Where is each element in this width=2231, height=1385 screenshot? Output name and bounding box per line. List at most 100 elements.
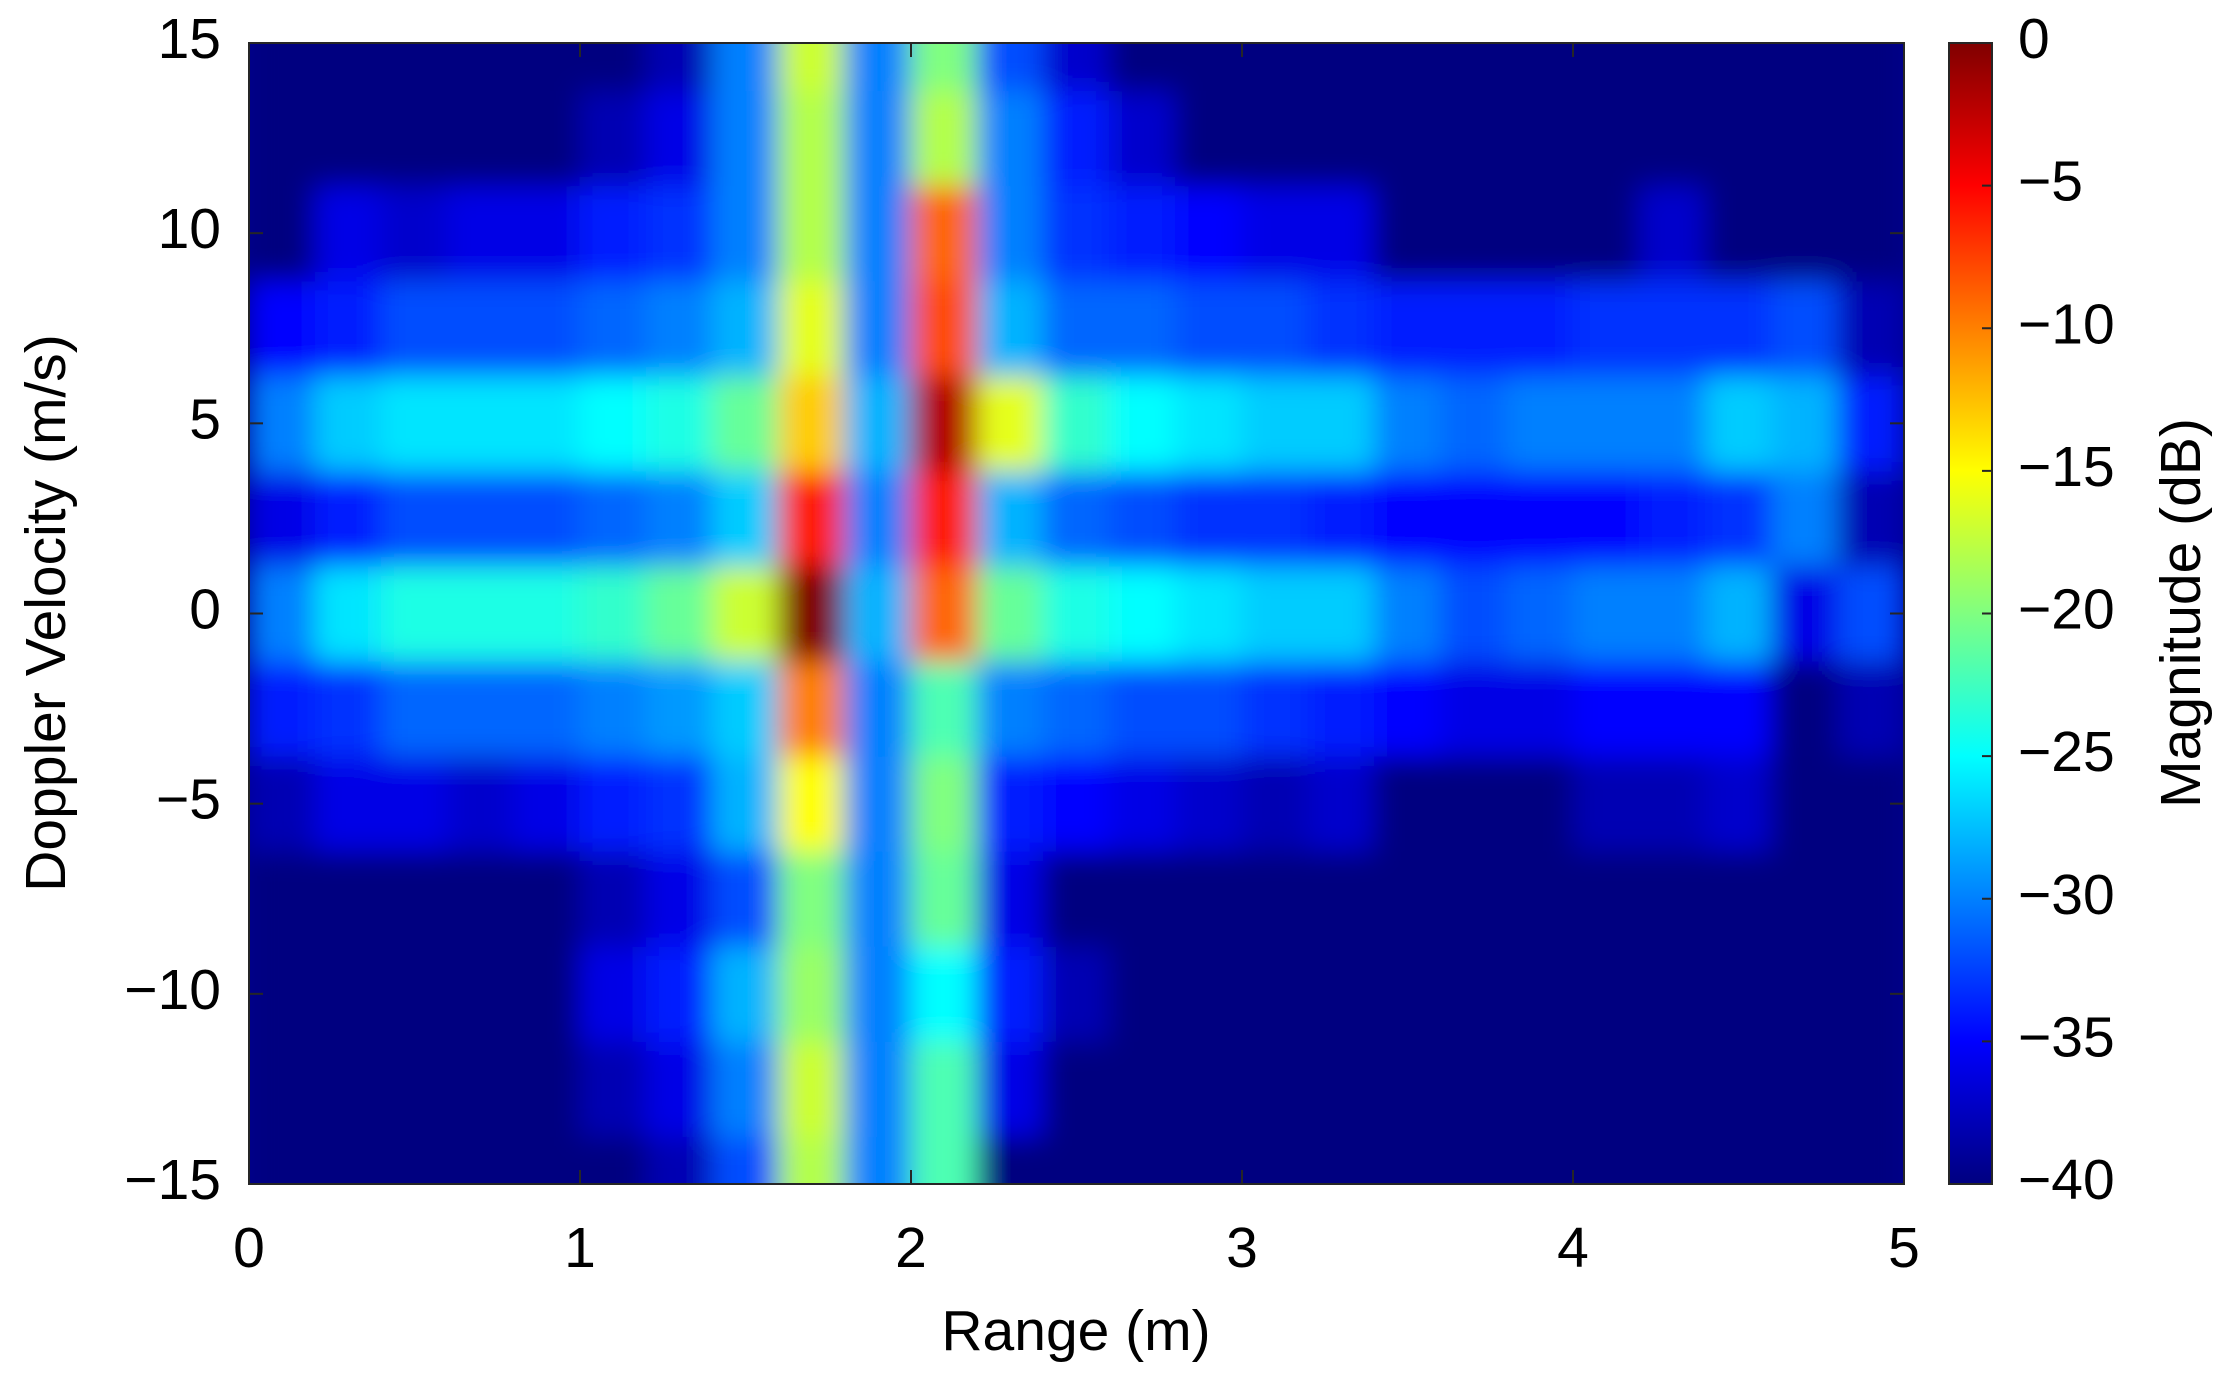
heatmap-cell — [1042, 90, 1111, 187]
heatmap-cell — [1704, 280, 1773, 377]
heatmap-cell — [844, 43, 912, 92]
heatmap-cell — [314, 1040, 382, 1137]
heatmap-cell — [645, 945, 713, 1042]
heatmap-cell — [910, 470, 978, 567]
colorbar-tick-label: −35 — [2018, 1005, 2115, 1069]
heatmap-cell — [1042, 565, 1111, 662]
heatmap-cell — [1241, 375, 1309, 472]
heatmap-cell — [1771, 43, 1839, 92]
x-tick-label: 4 — [1557, 1216, 1589, 1280]
heatmap-cell — [1704, 185, 1773, 282]
heatmap-cell — [1506, 375, 1574, 472]
heatmap-cell — [711, 565, 780, 662]
heatmap-cell — [1771, 185, 1839, 282]
colorbar-tick-label: 0 — [2018, 7, 2050, 71]
heatmap-cell — [1638, 660, 1706, 757]
heatmap-cell — [447, 850, 515, 947]
heatmap-cell — [1109, 1040, 1177, 1137]
heatmap-cell — [1771, 850, 1839, 947]
heatmap-cell — [380, 1135, 449, 1184]
heatmap-cell — [1638, 1040, 1706, 1137]
heatmap — [249, 43, 1904, 1184]
heatmap-cell — [1704, 945, 1773, 1042]
heatmap-cell — [447, 755, 515, 852]
heatmap-cell — [513, 185, 581, 282]
heatmap-cell — [778, 850, 846, 947]
heatmap-cell — [645, 660, 713, 757]
heatmap-cell — [447, 185, 515, 282]
heatmap-cell — [1373, 185, 1442, 282]
heatmap-cell — [1307, 280, 1375, 377]
heatmap-cell — [645, 850, 713, 947]
heatmap-cell — [1506, 660, 1574, 757]
heatmap-cell — [1241, 660, 1309, 757]
heatmap-cell — [380, 470, 449, 567]
heatmap-cell — [910, 280, 978, 377]
heatmap-cell — [1638, 185, 1706, 282]
heatmap-cell — [380, 565, 449, 662]
heatmap-cell — [1440, 90, 1508, 187]
heatmap-cell — [1572, 850, 1640, 947]
heatmap-cell — [1638, 1135, 1706, 1184]
colorbar-tick-label: −30 — [2018, 863, 2115, 927]
heatmap-cell — [513, 850, 581, 947]
heatmap-cell — [249, 470, 316, 567]
heatmap-cell — [1506, 90, 1574, 187]
heatmap-cell — [1440, 660, 1508, 757]
heatmap-cell — [910, 185, 978, 282]
heatmap-cell — [1042, 1135, 1111, 1184]
heatmap-cell — [1109, 90, 1177, 187]
heatmap-cell — [447, 1135, 515, 1184]
heatmap-cell — [1506, 185, 1574, 282]
heatmap-cell — [314, 280, 382, 377]
heatmap-cell — [1307, 90, 1375, 187]
heatmap-cell — [1175, 185, 1243, 282]
heatmap-cell — [778, 1040, 846, 1137]
heatmap-cell — [910, 850, 978, 947]
heatmap-cell — [1771, 565, 1839, 662]
heatmap-cell — [976, 90, 1044, 187]
heatmap-cell — [1771, 470, 1839, 567]
heatmap-cell — [778, 280, 846, 377]
heatmap-cell — [645, 565, 713, 662]
heatmap-cell — [1373, 945, 1442, 1042]
heatmap-cell — [1506, 43, 1574, 92]
heatmap-cell — [910, 1040, 978, 1137]
heatmap-cell — [1307, 755, 1375, 852]
heatmap-cell — [645, 755, 713, 852]
colorbar-tick-label: −5 — [2018, 150, 2083, 214]
heatmap-cell — [1440, 375, 1508, 472]
heatmap-cell — [976, 280, 1044, 377]
heatmap-cell — [976, 945, 1044, 1042]
heatmap-cell — [314, 755, 382, 852]
heatmap-cell — [447, 375, 515, 472]
heatmap-cell — [513, 755, 581, 852]
heatmap-cell — [1506, 945, 1574, 1042]
colorbar-tick-label: −25 — [2018, 720, 2115, 784]
heatmap-cell — [1175, 470, 1243, 567]
heatmap-cell — [579, 660, 647, 757]
heatmap-cell — [1307, 1135, 1375, 1184]
heatmap-cell — [1307, 470, 1375, 567]
heatmap-cell — [910, 375, 978, 472]
heatmap-cell — [1572, 755, 1640, 852]
heatmap-cell — [579, 1040, 647, 1137]
heatmap-cell — [976, 470, 1044, 567]
heatmap-cell — [645, 470, 713, 567]
heatmap-cell — [1373, 280, 1442, 377]
heatmap-cell — [1042, 850, 1111, 947]
heatmap-cell — [844, 660, 912, 757]
heatmap-cell — [1241, 470, 1309, 567]
heatmap-cell — [1175, 945, 1243, 1042]
heatmap-cell — [447, 90, 515, 187]
heatmap-cell — [844, 375, 912, 472]
heatmap-cell — [1175, 565, 1243, 662]
heatmap-cell — [844, 945, 912, 1042]
heatmap-cell — [249, 1040, 316, 1137]
heatmap-cell — [513, 660, 581, 757]
heatmap-cell — [1109, 43, 1177, 92]
heatmap-cell — [910, 90, 978, 187]
heatmap-cell — [579, 755, 647, 852]
heatmap-cell — [711, 280, 780, 377]
heatmap-cell — [1241, 755, 1309, 852]
